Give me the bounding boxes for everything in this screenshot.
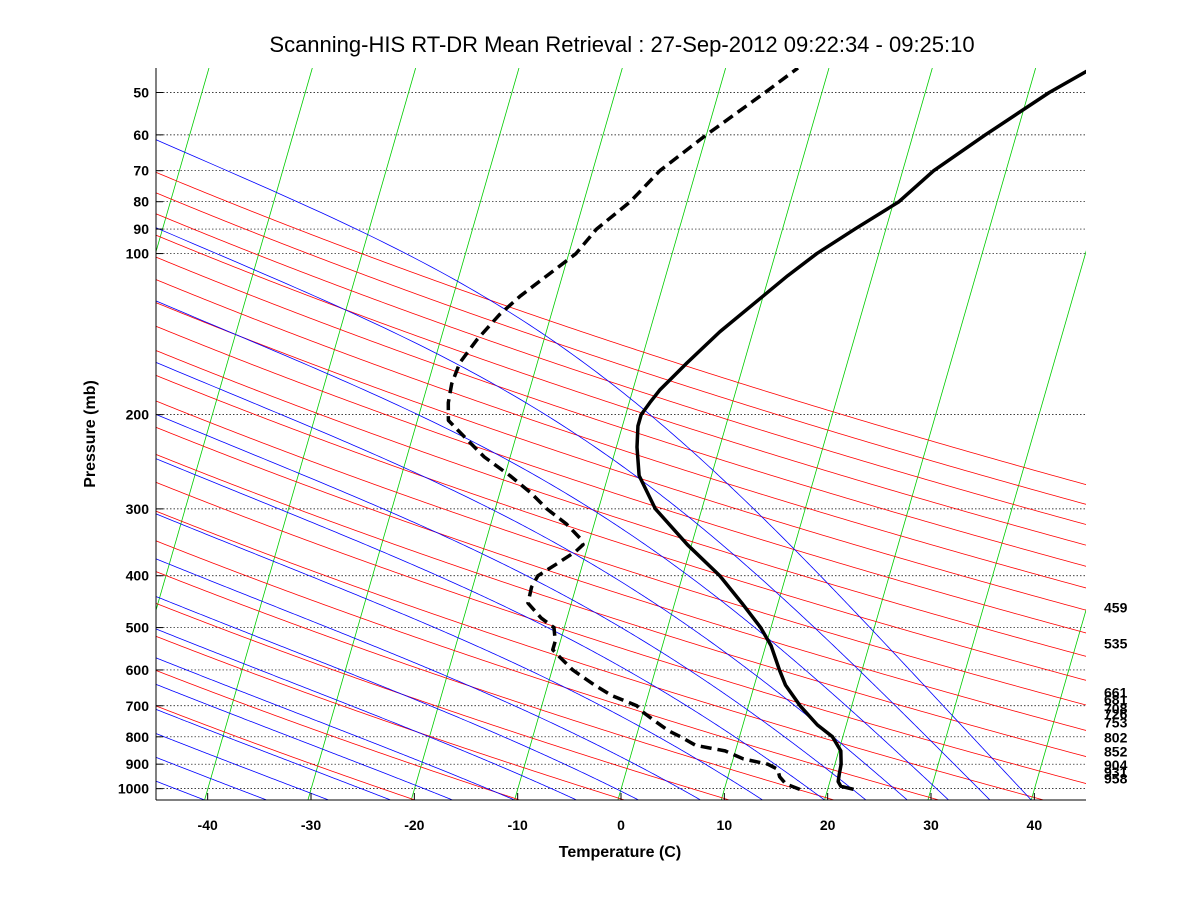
dry-adiabat-line	[156, 325, 1086, 634]
right-pressure-label: 931	[1104, 764, 1128, 780]
isotherm-line	[617, 68, 830, 800]
y-axis-ticks: 50 60 70 80 90 100 200 300 400 500 600 700 800 900 100…	[118, 84, 163, 797]
dry-adiabat-line	[156, 302, 1086, 611]
y-axis-label: Pressure (mb)	[82, 380, 99, 488]
y-tick-label: 600	[126, 662, 150, 678]
x-tick-label: 40	[1027, 817, 1043, 833]
dry-adiabat-line	[156, 350, 1086, 657]
dry-adiabat-line	[156, 192, 1086, 505]
dewpoint-profile-line	[446, 68, 801, 791]
y-tick-label: 800	[126, 729, 150, 745]
isotherm-line	[307, 68, 520, 800]
y-tick-label: 300	[126, 501, 150, 517]
y-tick-label: 70	[133, 163, 149, 179]
x-axis-ticks: -40 -30 -20 -10 0 10 20 30 40	[198, 793, 1043, 833]
moist-adiabat-line	[156, 458, 825, 800]
y-tick-label: 400	[126, 568, 150, 584]
right-pressure-label: 726	[1104, 706, 1128, 722]
moist-adiabat-line	[156, 513, 763, 800]
moist-adiabat-line	[156, 361, 908, 800]
y-tick-label: 1000	[118, 781, 149, 797]
isotherm-line	[204, 68, 417, 800]
moist-adiabat-line	[156, 300, 949, 800]
dry-adiabat-line	[156, 171, 1086, 486]
x-tick-label: -10	[508, 817, 528, 833]
moist-adiabat-lines	[156, 139, 1032, 800]
isotherm-line	[824, 68, 1037, 800]
y-tick-label: 60	[133, 127, 149, 143]
dry-adiabat-line	[156, 481, 1086, 784]
dry-adiabat-line	[156, 234, 1086, 546]
dry-adiabat-line	[156, 426, 1086, 731]
dry-adiabat-line	[156, 635, 625, 800]
dry-adiabat-lines	[156, 171, 1086, 800]
dry-adiabat-line	[156, 670, 520, 800]
moist-adiabat-line	[156, 413, 867, 800]
right-pressure-label: 535	[1104, 635, 1128, 651]
temperature-profile-line	[635, 69, 1086, 792]
dry-adiabat-line	[156, 510, 1044, 800]
moist-adiabat-line	[156, 596, 639, 800]
dry-adiabat-line	[156, 213, 1086, 525]
moist-adiabat-line	[156, 657, 515, 800]
moist-adiabat-line	[156, 628, 577, 800]
right-pressure-label: 904	[1104, 757, 1128, 773]
x-tick-label: 0	[617, 817, 625, 833]
moist-adiabat-line	[156, 733, 329, 800]
right-pressure-label: 753	[1104, 715, 1128, 731]
right-pressure-label: 459	[1104, 600, 1128, 616]
dry-adiabat-line	[156, 602, 730, 800]
x-tick-label: 30	[923, 817, 939, 833]
x-tick-label: 20	[820, 817, 836, 833]
right-pressure-label: 958	[1104, 771, 1128, 787]
right-pressure-label: 802	[1104, 729, 1128, 745]
dry-adiabat-line	[156, 540, 940, 800]
y-tick-label: 500	[126, 620, 150, 636]
right-pressure-label: 708	[1104, 700, 1128, 716]
x-tick-label: 10	[717, 817, 733, 833]
right-pressure-label: 852	[1104, 743, 1128, 759]
dry-adiabat-line	[156, 279, 1086, 589]
plot-area	[156, 68, 1086, 800]
moist-adiabat-line	[156, 227, 991, 800]
y-tick-label: 50	[133, 84, 149, 100]
dry-adiabat-line	[156, 374, 1086, 681]
right-pressure-label: 681	[1104, 691, 1128, 707]
x-tick-label: -30	[301, 817, 321, 833]
isotherm-line	[514, 68, 727, 800]
dry-adiabat-line	[156, 400, 1086, 706]
moist-adiabat-line	[156, 683, 453, 800]
moist-adiabat-line	[156, 139, 1032, 800]
y-tick-label: 100	[126, 246, 150, 262]
moist-adiabat-line	[156, 558, 701, 800]
dry-adiabat-line	[156, 571, 835, 800]
y-tick-label: 80	[133, 194, 149, 210]
isotherm-line	[156, 68, 313, 612]
sounding-profiles	[446, 68, 1086, 792]
dry-adiabat-line	[156, 256, 1086, 567]
isotherm-line	[927, 250, 1086, 800]
x-tick-label: -40	[198, 817, 218, 833]
y-tick-label: 90	[133, 221, 149, 237]
chart-title: Scanning-HIS RT-DR Mean Retrieval : 27-S…	[269, 32, 974, 57]
dry-adiabat-line	[156, 453, 1086, 757]
moist-adiabat-line	[156, 708, 391, 800]
isotherm-lines	[156, 68, 1086, 800]
isotherm-line	[156, 68, 210, 254]
y-tick-label: 200	[126, 407, 150, 423]
moist-adiabat-line	[156, 756, 267, 800]
isotherm-line	[1030, 608, 1086, 800]
x-axis-label: Temperature (C)	[559, 844, 681, 861]
right-pressure-label: 661	[1104, 684, 1128, 700]
x-tick-label: -20	[404, 817, 424, 833]
isotherm-line	[720, 68, 933, 800]
y-tick-label: 700	[126, 698, 150, 714]
y-tick-label: 900	[126, 756, 150, 772]
